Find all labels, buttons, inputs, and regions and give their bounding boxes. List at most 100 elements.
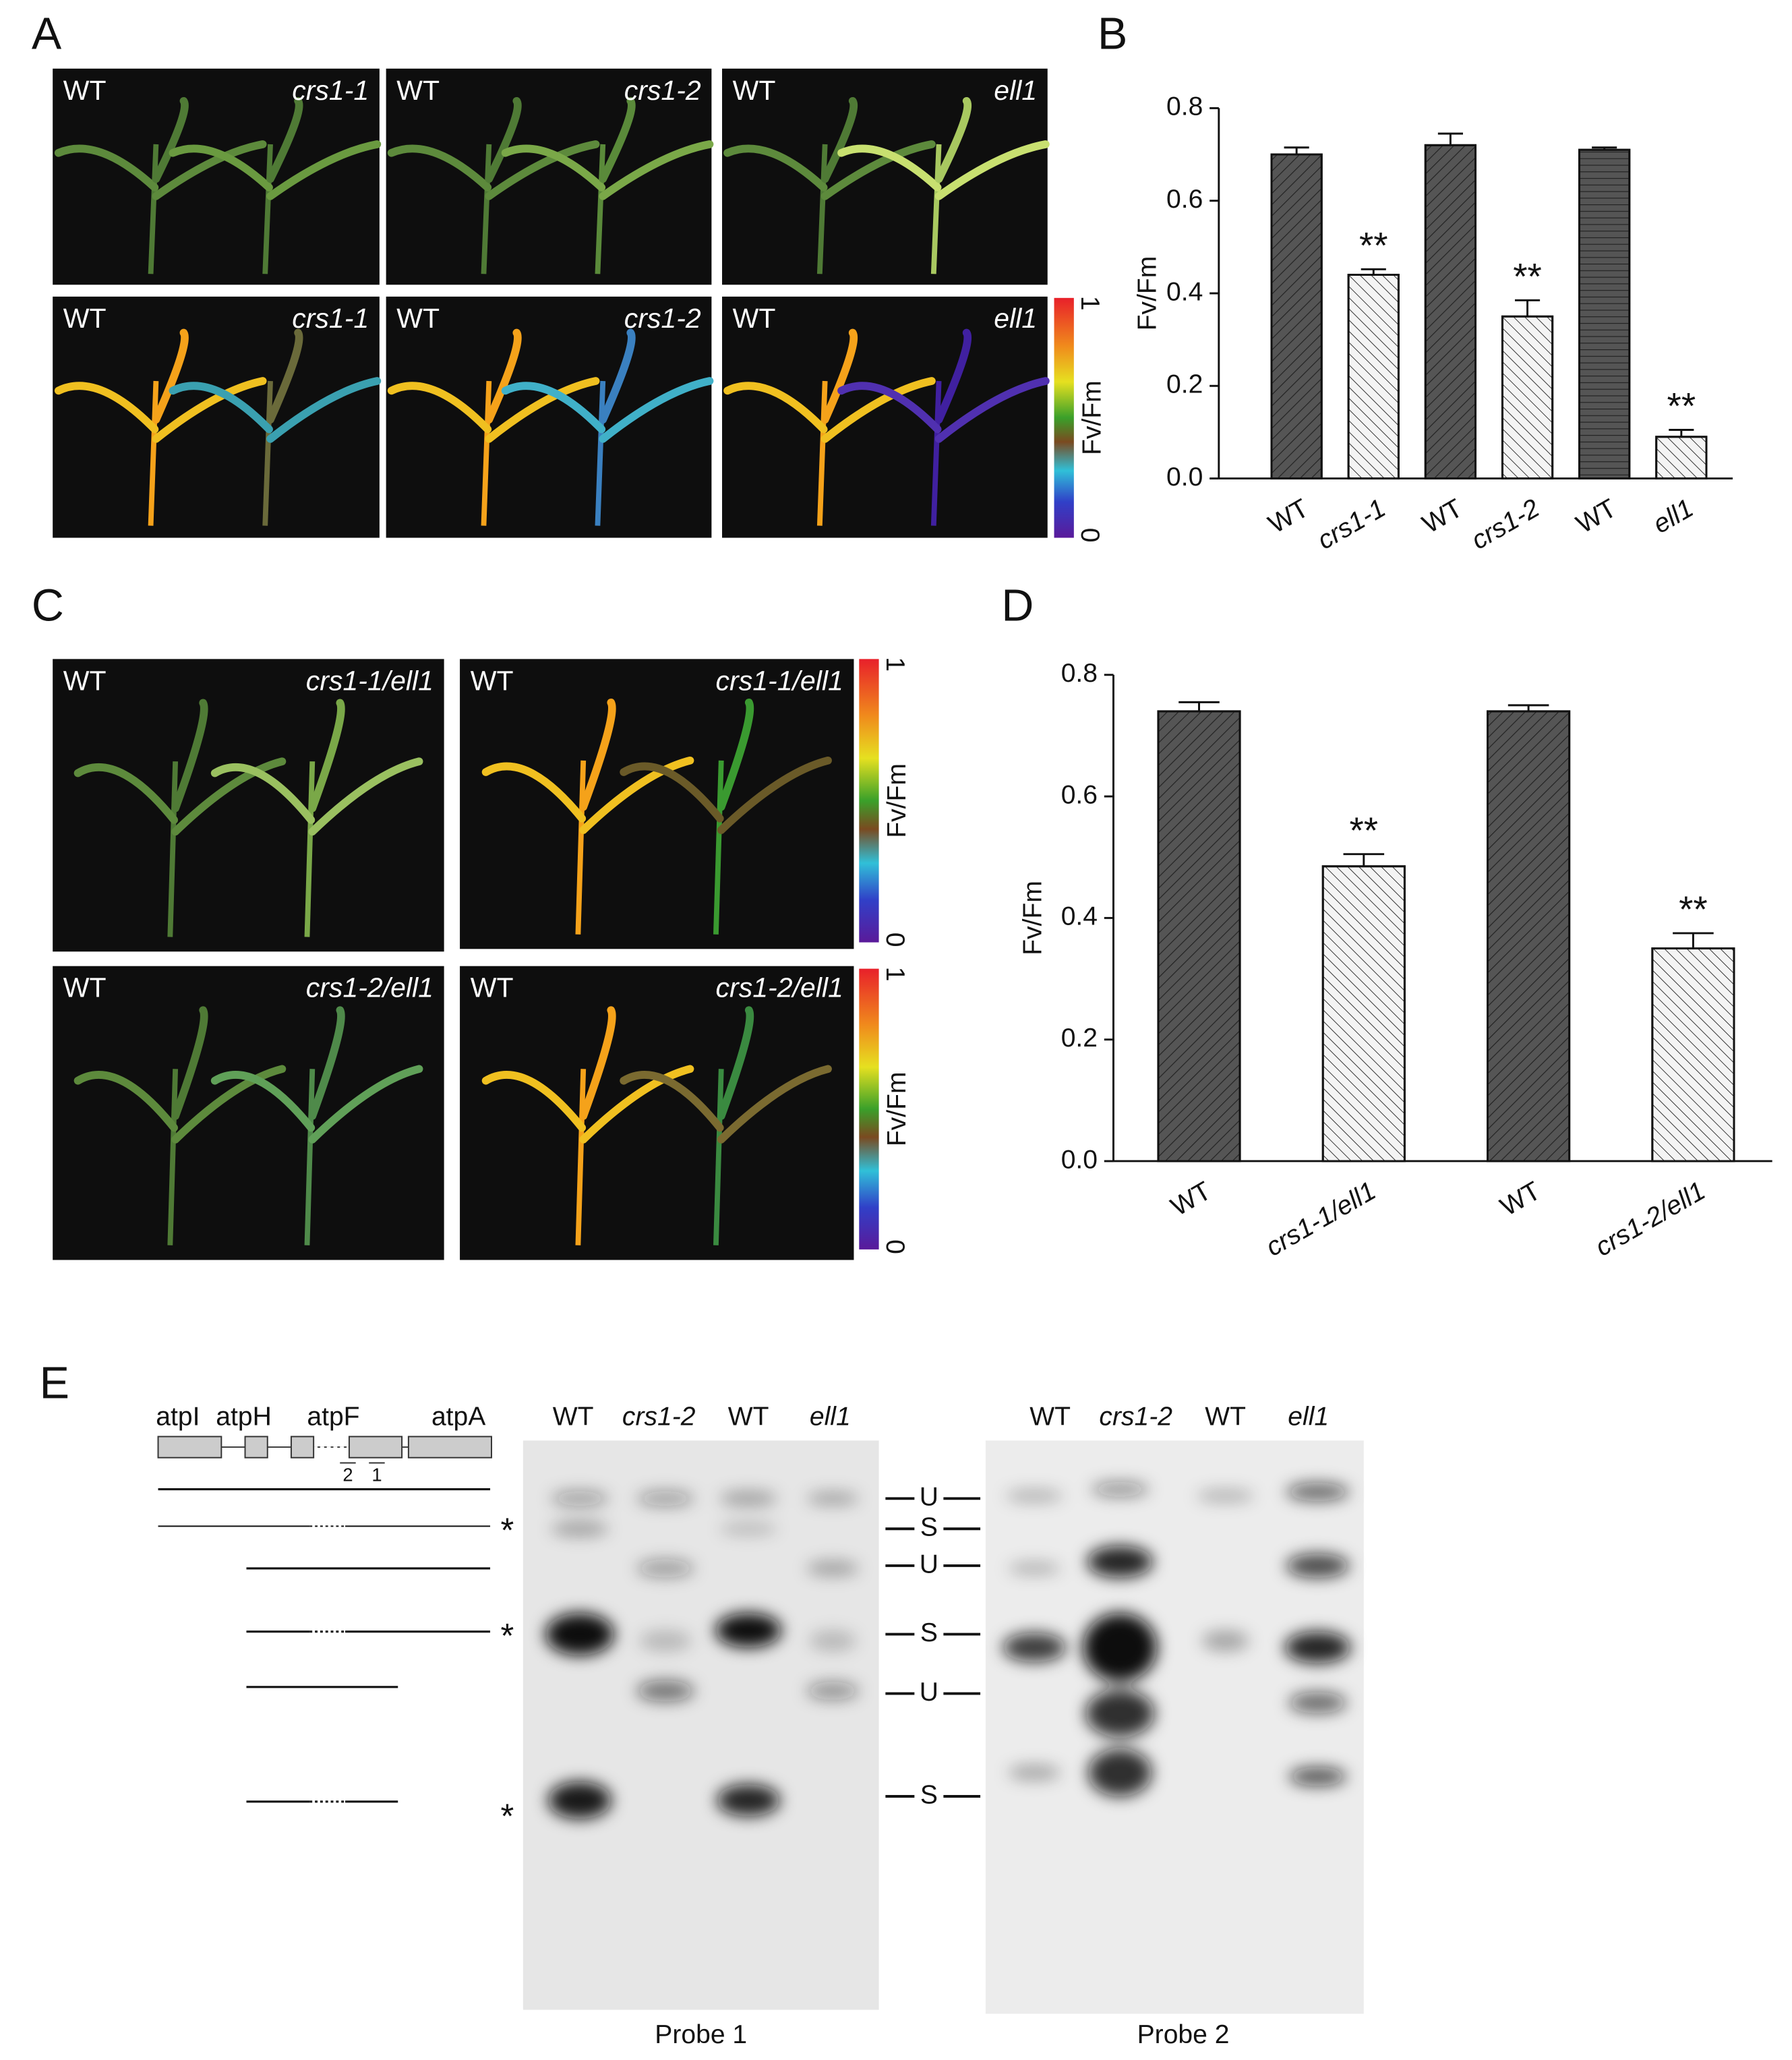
plant-leaf — [308, 699, 345, 813]
photo-background — [386, 296, 712, 538]
y-tick-label: 0.0 — [1166, 463, 1203, 492]
photo: WT crs1-1/ell1 — [460, 659, 854, 949]
bar-hatch — [1487, 710, 1571, 1163]
plant-leaf — [171, 1065, 287, 1144]
plant-stem — [575, 1069, 587, 1245]
plant-leaf — [723, 382, 828, 434]
blot-2 — [985, 1440, 1364, 2014]
photo: WT crs1-2/ell1 — [53, 966, 444, 1260]
lane-label: WT — [1029, 1402, 1071, 1431]
plant-stem — [304, 761, 316, 937]
plant-leaf — [579, 698, 616, 811]
photo-background — [53, 296, 380, 538]
x-tick-label: WT — [1572, 494, 1621, 539]
plant-leaf — [54, 382, 159, 434]
photo-background — [460, 659, 854, 949]
plant-leaf — [266, 96, 303, 183]
y-axis-label: Fv/Fm — [1133, 256, 1162, 331]
plant-leaf — [387, 382, 492, 434]
photo-background — [53, 68, 380, 285]
x-tick-label: WT — [1263, 494, 1313, 539]
plant-leaf — [599, 328, 636, 424]
photo-label: crs1-1/ell1 — [716, 665, 843, 696]
plant-stem — [148, 144, 159, 274]
colorbar-max: 1 — [880, 657, 909, 672]
plant-stem — [816, 380, 828, 526]
plant-leaf — [820, 377, 936, 443]
band-marker: U — [920, 1483, 938, 1512]
bar-hatch — [1157, 710, 1241, 1163]
plant-leaf — [620, 1071, 724, 1132]
significance-label: ** — [1350, 809, 1379, 851]
x-tick-label: crs1-2/ell1 — [1590, 1176, 1710, 1262]
plant-leaf — [485, 328, 522, 424]
photo-label: WT — [63, 972, 107, 1003]
photo-background — [722, 68, 1048, 285]
photo-label: WT — [396, 75, 440, 106]
plant-leaf — [717, 1065, 832, 1144]
plant-stem — [595, 380, 606, 526]
plant-stem — [262, 144, 273, 274]
x-tick-label: WT — [1166, 1176, 1216, 1222]
panel-letter: B — [1098, 9, 1127, 59]
plant-leaf — [73, 1071, 179, 1132]
plant-stem — [167, 761, 179, 937]
plant-leaf — [152, 96, 189, 183]
lane-label: crs1-2 — [622, 1402, 696, 1431]
gene-diagram — [157, 1436, 492, 1464]
photo: WT crs1-1/ell1 — [53, 659, 444, 952]
band-marker: U — [920, 1550, 938, 1579]
plant-leaf — [820, 96, 858, 183]
plant-leaf — [73, 763, 179, 824]
plant-stem — [481, 144, 492, 274]
photo-label: crs1-2/ell1 — [306, 972, 434, 1003]
lane-label: ell1 — [1288, 1402, 1329, 1431]
plant-leaf — [308, 757, 423, 836]
plant-leaf — [717, 756, 832, 834]
plant-leaf — [54, 144, 159, 192]
photo-label: WT — [471, 665, 514, 696]
photo: WT crs1-2 — [386, 68, 714, 285]
lane-label: crs1-2 — [1099, 1402, 1172, 1431]
plant-leaf — [171, 757, 287, 836]
y-tick-label: 0.4 — [1061, 902, 1098, 931]
plant-leaf — [266, 328, 303, 424]
colorbar-min: 0 — [880, 1239, 909, 1254]
lane-label: WT — [1205, 1402, 1246, 1431]
photo-label: WT — [63, 665, 107, 696]
plant-leaf — [171, 699, 208, 813]
bar-hatch — [1347, 274, 1400, 480]
plant-stem — [262, 380, 273, 526]
significance-label: ** — [1513, 255, 1542, 297]
bar-hatch — [1321, 865, 1406, 1163]
plant-stem — [575, 760, 587, 935]
photo-label: crs1-2 — [624, 75, 701, 106]
x-tick-label: WT — [1495, 1176, 1545, 1222]
plant-leaf — [620, 762, 724, 823]
band-marker: U — [920, 1678, 938, 1707]
photo-label: crs1-2 — [624, 303, 701, 334]
plant-stem — [481, 380, 492, 526]
lane-label: WT — [728, 1402, 769, 1431]
photo-label: WT — [63, 303, 107, 334]
transcripts — [158, 1488, 491, 1803]
probe-position: 1 — [371, 1464, 382, 1485]
plant-leaf — [485, 96, 522, 183]
colorbar-max: 1 — [1075, 296, 1104, 311]
plant-leaf — [152, 328, 189, 424]
photo-background — [53, 659, 444, 952]
plant-leaf — [579, 1006, 616, 1120]
plant-leaf — [717, 1006, 754, 1120]
plant-stem — [713, 1069, 724, 1245]
x-tick-label: crs1-1 — [1313, 494, 1391, 556]
significance-label: ** — [1667, 385, 1696, 427]
panel-letter: C — [32, 581, 64, 631]
plant-leaf — [169, 144, 273, 192]
probe-label: Probe 2 — [1137, 2020, 1230, 2049]
photo-label: WT — [733, 75, 776, 106]
band-marker: S — [920, 1618, 938, 1647]
band-marker: S — [920, 1513, 938, 1542]
bar-hatch — [1651, 947, 1735, 1163]
y-tick-label: 0.8 — [1061, 659, 1098, 688]
